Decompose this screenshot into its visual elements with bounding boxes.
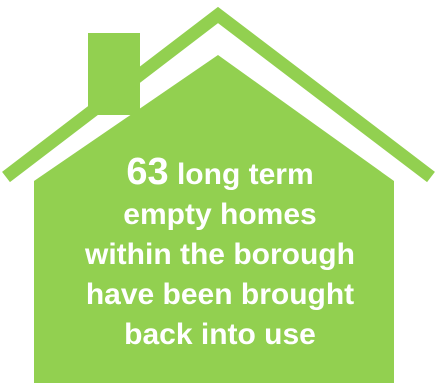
message-line-5: back into use [124,318,316,351]
roof-outline [2,6,435,183]
message-line-3: within the borough [85,238,355,271]
statistic-number: 63 [126,151,169,193]
message-line-4: have been brought [85,278,355,311]
house-body [34,55,394,383]
message-line-2: empty homes [123,198,317,231]
house-message: 63 long term empty homes within the boro… [70,152,370,355]
message-line-1-rest: long term [176,158,314,191]
message-line-1: 63 long term [70,152,370,195]
